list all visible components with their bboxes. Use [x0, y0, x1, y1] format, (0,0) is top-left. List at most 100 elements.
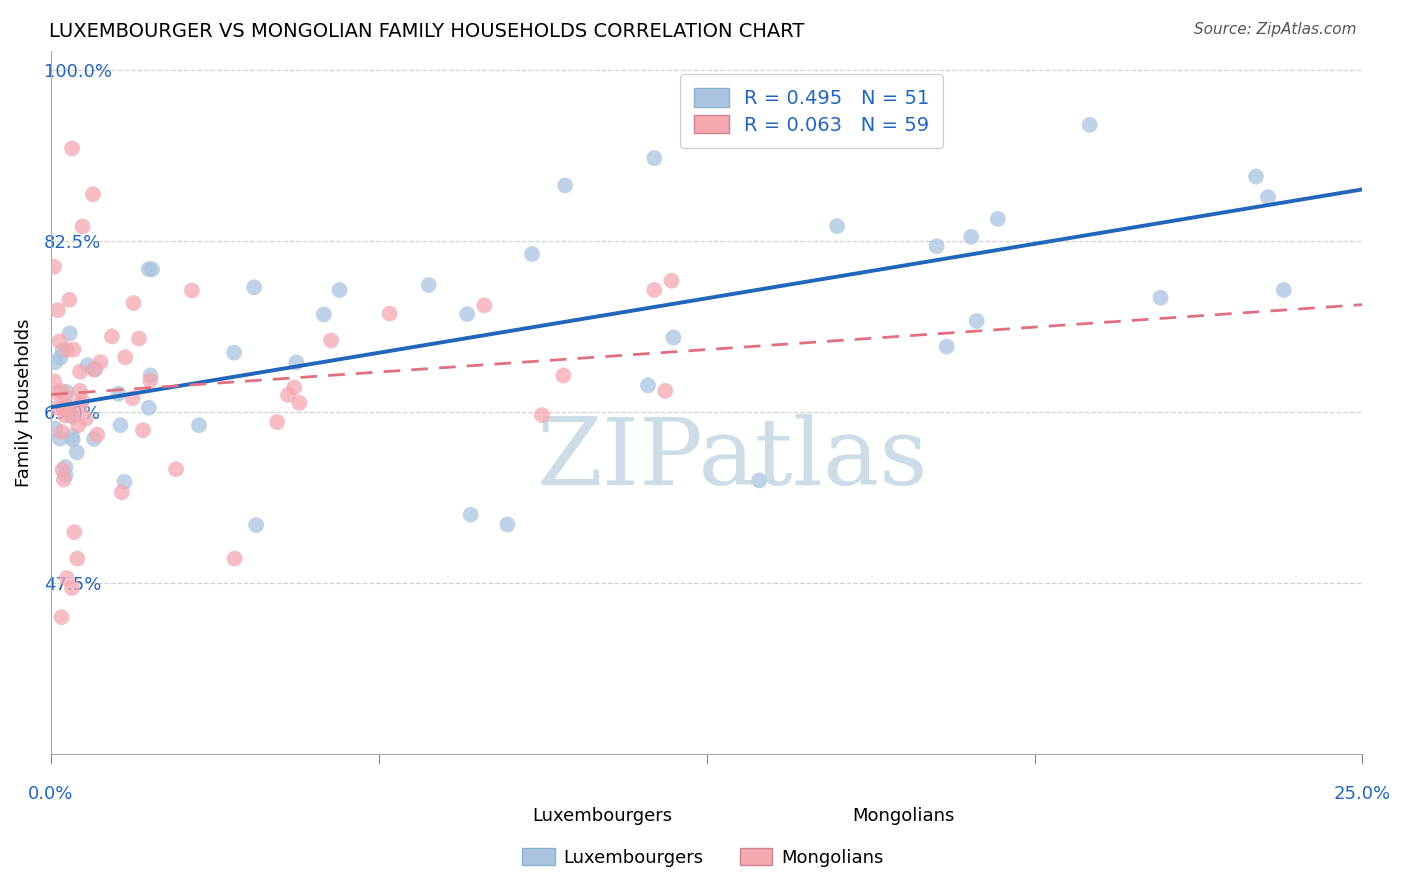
- Point: [114, 475, 136, 489]
- Point: [312, 307, 335, 321]
- Point: [224, 345, 246, 359]
- Point: [55, 390, 77, 404]
- Point: [72, 219, 94, 234]
- Point: [277, 388, 299, 402]
- Point: [1078, 118, 1101, 132]
- Point: [42, 374, 65, 388]
- Point: [89, 355, 111, 369]
- Point: [60, 429, 83, 443]
- Point: [122, 296, 145, 310]
- Point: [51, 425, 73, 439]
- Point: [75, 411, 97, 425]
- Point: [58, 293, 80, 307]
- Point: [67, 418, 90, 433]
- Point: [55, 468, 77, 483]
- Point: [530, 408, 553, 422]
- Point: [283, 380, 305, 394]
- Text: ZIPatlas: ZIPatlas: [537, 414, 929, 504]
- Point: [654, 384, 676, 398]
- Point: [138, 262, 160, 277]
- Point: [60, 581, 83, 595]
- Text: LUXEMBOURGER VS MONGOLIAN FAMILY HOUSEHOLDS CORRELATION CHART: LUXEMBOURGER VS MONGOLIAN FAMILY HOUSEHO…: [49, 22, 804, 41]
- Point: [46, 401, 69, 415]
- Text: 25.0%: 25.0%: [1334, 785, 1391, 803]
- Point: [319, 334, 342, 348]
- Point: [69, 365, 91, 379]
- Point: [187, 418, 209, 433]
- Point: [63, 525, 86, 540]
- Point: [285, 355, 308, 369]
- Point: [55, 384, 77, 399]
- Point: [51, 610, 73, 624]
- Point: [83, 362, 105, 376]
- Point: [139, 368, 162, 383]
- Point: [960, 230, 983, 244]
- Legend: R = 0.495   N = 51, R = 0.063   N = 59: R = 0.495 N = 51, R = 0.063 N = 59: [681, 74, 943, 148]
- Y-axis label: Family Households: Family Households: [15, 318, 32, 486]
- Point: [76, 358, 98, 372]
- Point: [60, 141, 83, 155]
- Point: [49, 351, 72, 365]
- Point: [128, 331, 150, 345]
- Point: [138, 401, 160, 415]
- Point: [266, 415, 288, 429]
- Point: [132, 423, 155, 437]
- Point: [44, 422, 66, 436]
- Point: [111, 485, 134, 500]
- Point: [243, 280, 266, 294]
- Point: [110, 418, 132, 433]
- Point: [55, 401, 77, 415]
- Point: [460, 508, 482, 522]
- Point: [553, 368, 575, 383]
- Point: [59, 326, 82, 341]
- Point: [1257, 190, 1279, 204]
- Point: [496, 517, 519, 532]
- Point: [48, 334, 70, 349]
- Point: [55, 343, 77, 357]
- Point: [66, 551, 89, 566]
- Point: [107, 386, 129, 401]
- Point: [554, 178, 576, 193]
- Point: [53, 409, 76, 423]
- Point: [661, 274, 683, 288]
- Point: [456, 307, 478, 321]
- Point: [84, 362, 107, 376]
- Point: [69, 384, 91, 398]
- Point: [520, 247, 543, 261]
- Point: [101, 329, 124, 343]
- Point: [46, 385, 69, 400]
- Point: [52, 343, 75, 358]
- Point: [121, 391, 143, 405]
- Point: [82, 187, 104, 202]
- Point: [62, 409, 84, 424]
- Point: [643, 151, 665, 165]
- Point: [987, 211, 1010, 226]
- Point: [224, 551, 246, 566]
- Point: [114, 351, 136, 365]
- Point: [51, 463, 73, 477]
- Point: [83, 432, 105, 446]
- Point: [165, 462, 187, 476]
- Point: [288, 396, 311, 410]
- Point: [245, 518, 267, 533]
- Point: [1244, 169, 1267, 184]
- Point: [925, 239, 948, 253]
- Point: [70, 393, 93, 408]
- Legend: Luxembourgers, Mongolians: Luxembourgers, Mongolians: [515, 841, 891, 874]
- Point: [643, 283, 665, 297]
- Text: Mongolians: Mongolians: [852, 806, 955, 825]
- Point: [637, 378, 659, 392]
- Point: [139, 374, 162, 388]
- Point: [418, 278, 440, 293]
- Point: [378, 307, 401, 321]
- Point: [55, 460, 77, 475]
- Point: [69, 398, 91, 412]
- Point: [1272, 283, 1295, 297]
- Point: [66, 445, 89, 459]
- Text: Source: ZipAtlas.com: Source: ZipAtlas.com: [1194, 22, 1357, 37]
- Point: [59, 409, 82, 423]
- Point: [62, 433, 84, 447]
- Text: 0.0%: 0.0%: [28, 785, 73, 803]
- Point: [53, 403, 76, 417]
- Point: [180, 284, 202, 298]
